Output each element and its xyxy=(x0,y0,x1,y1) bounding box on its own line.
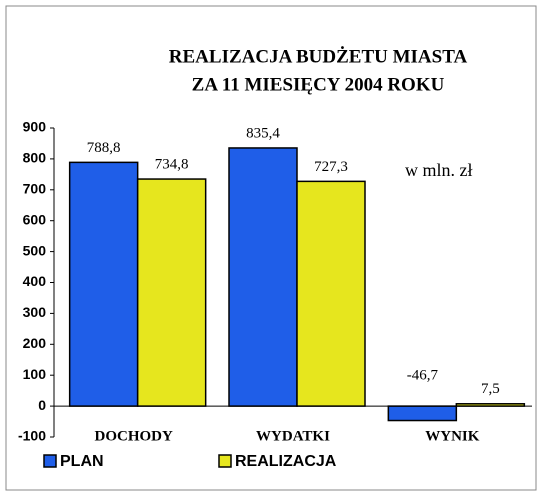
y-tick-label: 500 xyxy=(23,242,47,258)
value-label: 7,5 xyxy=(481,381,500,397)
value-label: 835,4 xyxy=(246,125,280,141)
y-tick-label: 100 xyxy=(23,366,47,382)
y-tick-label: 700 xyxy=(23,181,47,197)
bar xyxy=(228,147,298,407)
legend-label: REALIZACJA xyxy=(235,453,337,470)
x-tick-label: WYDATKI xyxy=(256,428,330,444)
value-label: -46,7 xyxy=(407,368,439,384)
annotation: w mln. zł xyxy=(405,160,473,180)
value-label: 727,3 xyxy=(314,159,348,175)
legend-label: PLAN xyxy=(60,453,104,470)
bar xyxy=(387,405,458,422)
y-tick-label: 600 xyxy=(23,211,47,227)
y-tick-label: 800 xyxy=(23,150,47,166)
chart-title: REALIZACJA BUDŻETU MIASTA xyxy=(169,46,468,67)
y-tick-label: -100 xyxy=(18,428,46,444)
legend-swatch xyxy=(218,454,232,468)
value-label: 734,8 xyxy=(155,156,189,172)
bar xyxy=(136,178,207,407)
y-tick-label: 900 xyxy=(23,119,47,135)
value-label: 788,8 xyxy=(87,140,121,156)
x-tick-label: WYNIK xyxy=(425,428,480,444)
y-tick-label: 300 xyxy=(23,304,47,320)
chart-title: ZA 11 MIESIĘCY 2004 ROKU xyxy=(192,74,445,95)
legend-swatch xyxy=(43,454,57,468)
y-tick-label: 200 xyxy=(23,335,47,351)
x-tick-label: DOCHODY xyxy=(94,428,173,444)
y-tick-label: 0 xyxy=(38,397,46,413)
bar xyxy=(296,180,366,407)
y-tick-label: 400 xyxy=(23,273,47,289)
bar xyxy=(68,161,139,407)
